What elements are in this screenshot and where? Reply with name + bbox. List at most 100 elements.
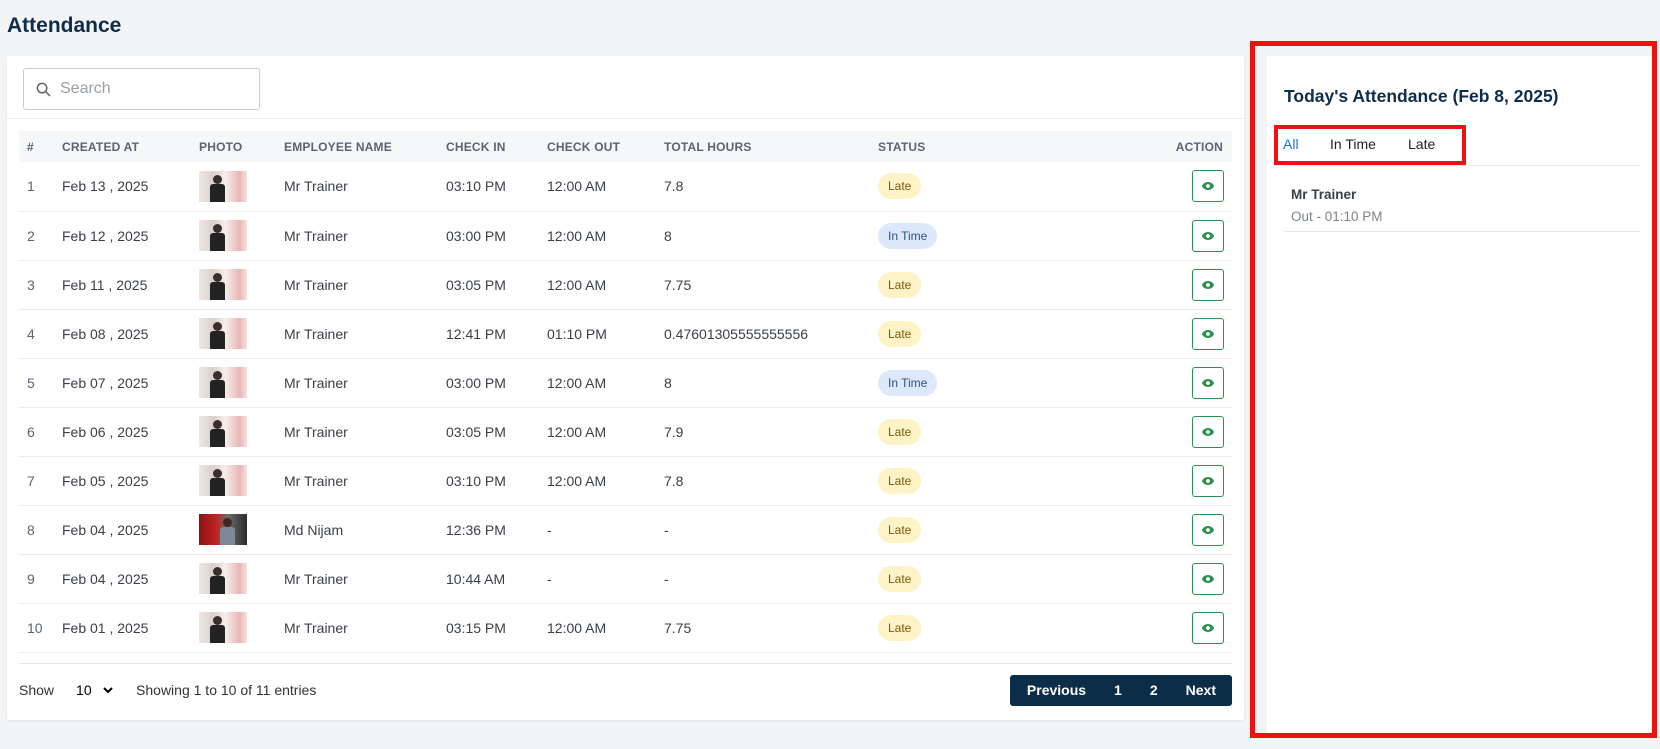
check-out-cell: 12:00 AM: [547, 260, 664, 310]
view-button[interactable]: [1192, 562, 1224, 595]
status-cell: Late: [878, 505, 998, 555]
view-button[interactable]: [1192, 611, 1224, 644]
search-icon: [36, 82, 51, 96]
employee-photo[interactable]: [199, 416, 247, 447]
previous-page-button[interactable]: Previous: [1026, 681, 1087, 698]
action-cell: [998, 358, 1232, 408]
check-out-cell: 12:00 AM: [547, 603, 664, 653]
entries-info: Showing 1 to 10 of 11 entries: [136, 682, 317, 698]
photo-cell: [199, 554, 284, 604]
total-hours-cell: 7.8: [664, 162, 878, 212]
header-check-in: CHECK IN: [446, 139, 506, 154]
tab-late[interactable]: Late: [1408, 136, 1436, 152]
photo-cell: [199, 260, 284, 310]
row-number: 3: [19, 260, 62, 310]
employee-name-cell: Mr Trainer: [284, 603, 446, 653]
show-label: Show: [19, 682, 55, 698]
employee-photo[interactable]: [199, 612, 247, 643]
view-button[interactable]: [1192, 170, 1224, 203]
header-employee-name: EMPLOYEE NAME: [284, 139, 392, 154]
photo-cell: [199, 603, 284, 653]
header-status: STATUS: [878, 139, 926, 154]
status-cell: Late: [878, 309, 998, 359]
employee-name-cell: Mr Trainer: [284, 162, 446, 212]
table-row: 1 Feb 13 , 2025 Mr Trainer 03:10 PM 12:0…: [19, 162, 1232, 212]
employee-photo[interactable]: [199, 514, 247, 545]
eye-icon: [1202, 476, 1214, 485]
page-button-2[interactable]: 2: [1149, 681, 1158, 698]
employee-photo[interactable]: [199, 318, 247, 349]
tabs-divider: [1284, 165, 1640, 166]
created-at-cell: Feb 08 , 2025: [62, 309, 199, 359]
created-at-cell: Feb 11 , 2025: [62, 260, 199, 310]
header-check-out: CHECK OUT: [547, 139, 621, 154]
status-badge: In Time: [878, 369, 938, 396]
attendee-detail: Out - 01:10 PM: [1291, 209, 1383, 224]
employee-photo[interactable]: [199, 220, 247, 251]
check-out-cell: -: [547, 505, 664, 555]
table-row: 10 Feb 01 , 2025 Mr Trainer 03:15 PM 12:…: [19, 603, 1232, 653]
row-number: 1: [19, 162, 62, 212]
row-number: 8: [19, 505, 62, 555]
eye-icon: [1202, 231, 1214, 240]
employee-photo[interactable]: [199, 170, 247, 202]
status-badge: Late: [878, 516, 922, 543]
employee-photo[interactable]: [199, 465, 247, 496]
row-number: 10: [19, 603, 62, 653]
total-hours-cell: 0.47601305555555556: [664, 309, 878, 359]
table-row: 7 Feb 05 , 2025 Mr Trainer 03:10 PM 12:0…: [19, 456, 1232, 506]
eye-icon: [1202, 525, 1214, 534]
table-body: 1 Feb 13 , 2025 Mr Trainer 03:10 PM 12:0…: [19, 162, 1232, 653]
status-cell: In Time: [878, 211, 998, 261]
highlight-box: [1250, 41, 1657, 738]
photo-cell: [199, 456, 284, 506]
status-badge: In Time: [878, 222, 938, 249]
view-button[interactable]: [1192, 513, 1224, 546]
view-button[interactable]: [1192, 366, 1224, 399]
next-page-button[interactable]: Next: [1185, 681, 1216, 698]
action-cell: [998, 603, 1232, 653]
employee-name-cell: Mr Trainer: [284, 407, 446, 457]
attendance-list-item[interactable]: Mr Trainer Out - 01:10 PM: [1284, 181, 1640, 232]
view-button[interactable]: [1192, 415, 1224, 448]
check-in-cell: 12:36 PM: [446, 505, 547, 555]
employee-name-cell: Md Nijam: [284, 505, 446, 555]
check-in-cell: 03:15 PM: [446, 603, 547, 653]
search-box[interactable]: [23, 68, 260, 110]
photo-cell: [199, 309, 284, 359]
employee-photo[interactable]: [199, 563, 247, 594]
status-badge: Late: [878, 173, 922, 200]
tab-in-time[interactable]: In Time: [1330, 136, 1376, 152]
view-button[interactable]: [1192, 219, 1224, 252]
employee-name-cell: Mr Trainer: [284, 554, 446, 604]
action-cell: [998, 211, 1232, 261]
view-button[interactable]: [1192, 464, 1224, 497]
total-hours-cell: 8: [664, 211, 878, 261]
page-size-select[interactable]: 10: [72, 681, 117, 699]
created-at-cell: Feb 07 , 2025: [62, 358, 199, 408]
check-out-cell: 01:10 PM: [547, 309, 664, 359]
tabs-highlight-box: [1274, 125, 1466, 165]
check-in-cell: 03:10 PM: [446, 456, 547, 506]
photo-cell: [199, 358, 284, 408]
status-cell: Late: [878, 603, 998, 653]
action-cell: [998, 309, 1232, 359]
total-hours-cell: 8: [664, 358, 878, 408]
tab-all[interactable]: All: [1283, 136, 1299, 152]
created-at-cell: Feb 13 , 2025: [62, 162, 199, 212]
created-at-cell: Feb 12 , 2025: [62, 211, 199, 261]
page-button-1[interactable]: 1: [1114, 681, 1122, 698]
page-title: Attendance: [7, 14, 122, 37]
check-out-cell: 12:00 AM: [547, 407, 664, 457]
created-at-cell: Feb 05 , 2025: [62, 456, 199, 506]
employee-photo[interactable]: [199, 367, 247, 398]
employee-photo[interactable]: [199, 269, 247, 300]
total-hours-cell: 7.75: [664, 603, 878, 653]
view-button[interactable]: [1192, 268, 1224, 301]
row-number: 6: [19, 407, 62, 457]
panel-title: Today's Attendance (Feb 8, 2025): [1284, 86, 1559, 106]
view-button[interactable]: [1192, 317, 1224, 350]
search-input[interactable]: [60, 80, 240, 98]
action-cell: [998, 407, 1232, 457]
check-in-cell: 03:05 PM: [446, 260, 547, 310]
